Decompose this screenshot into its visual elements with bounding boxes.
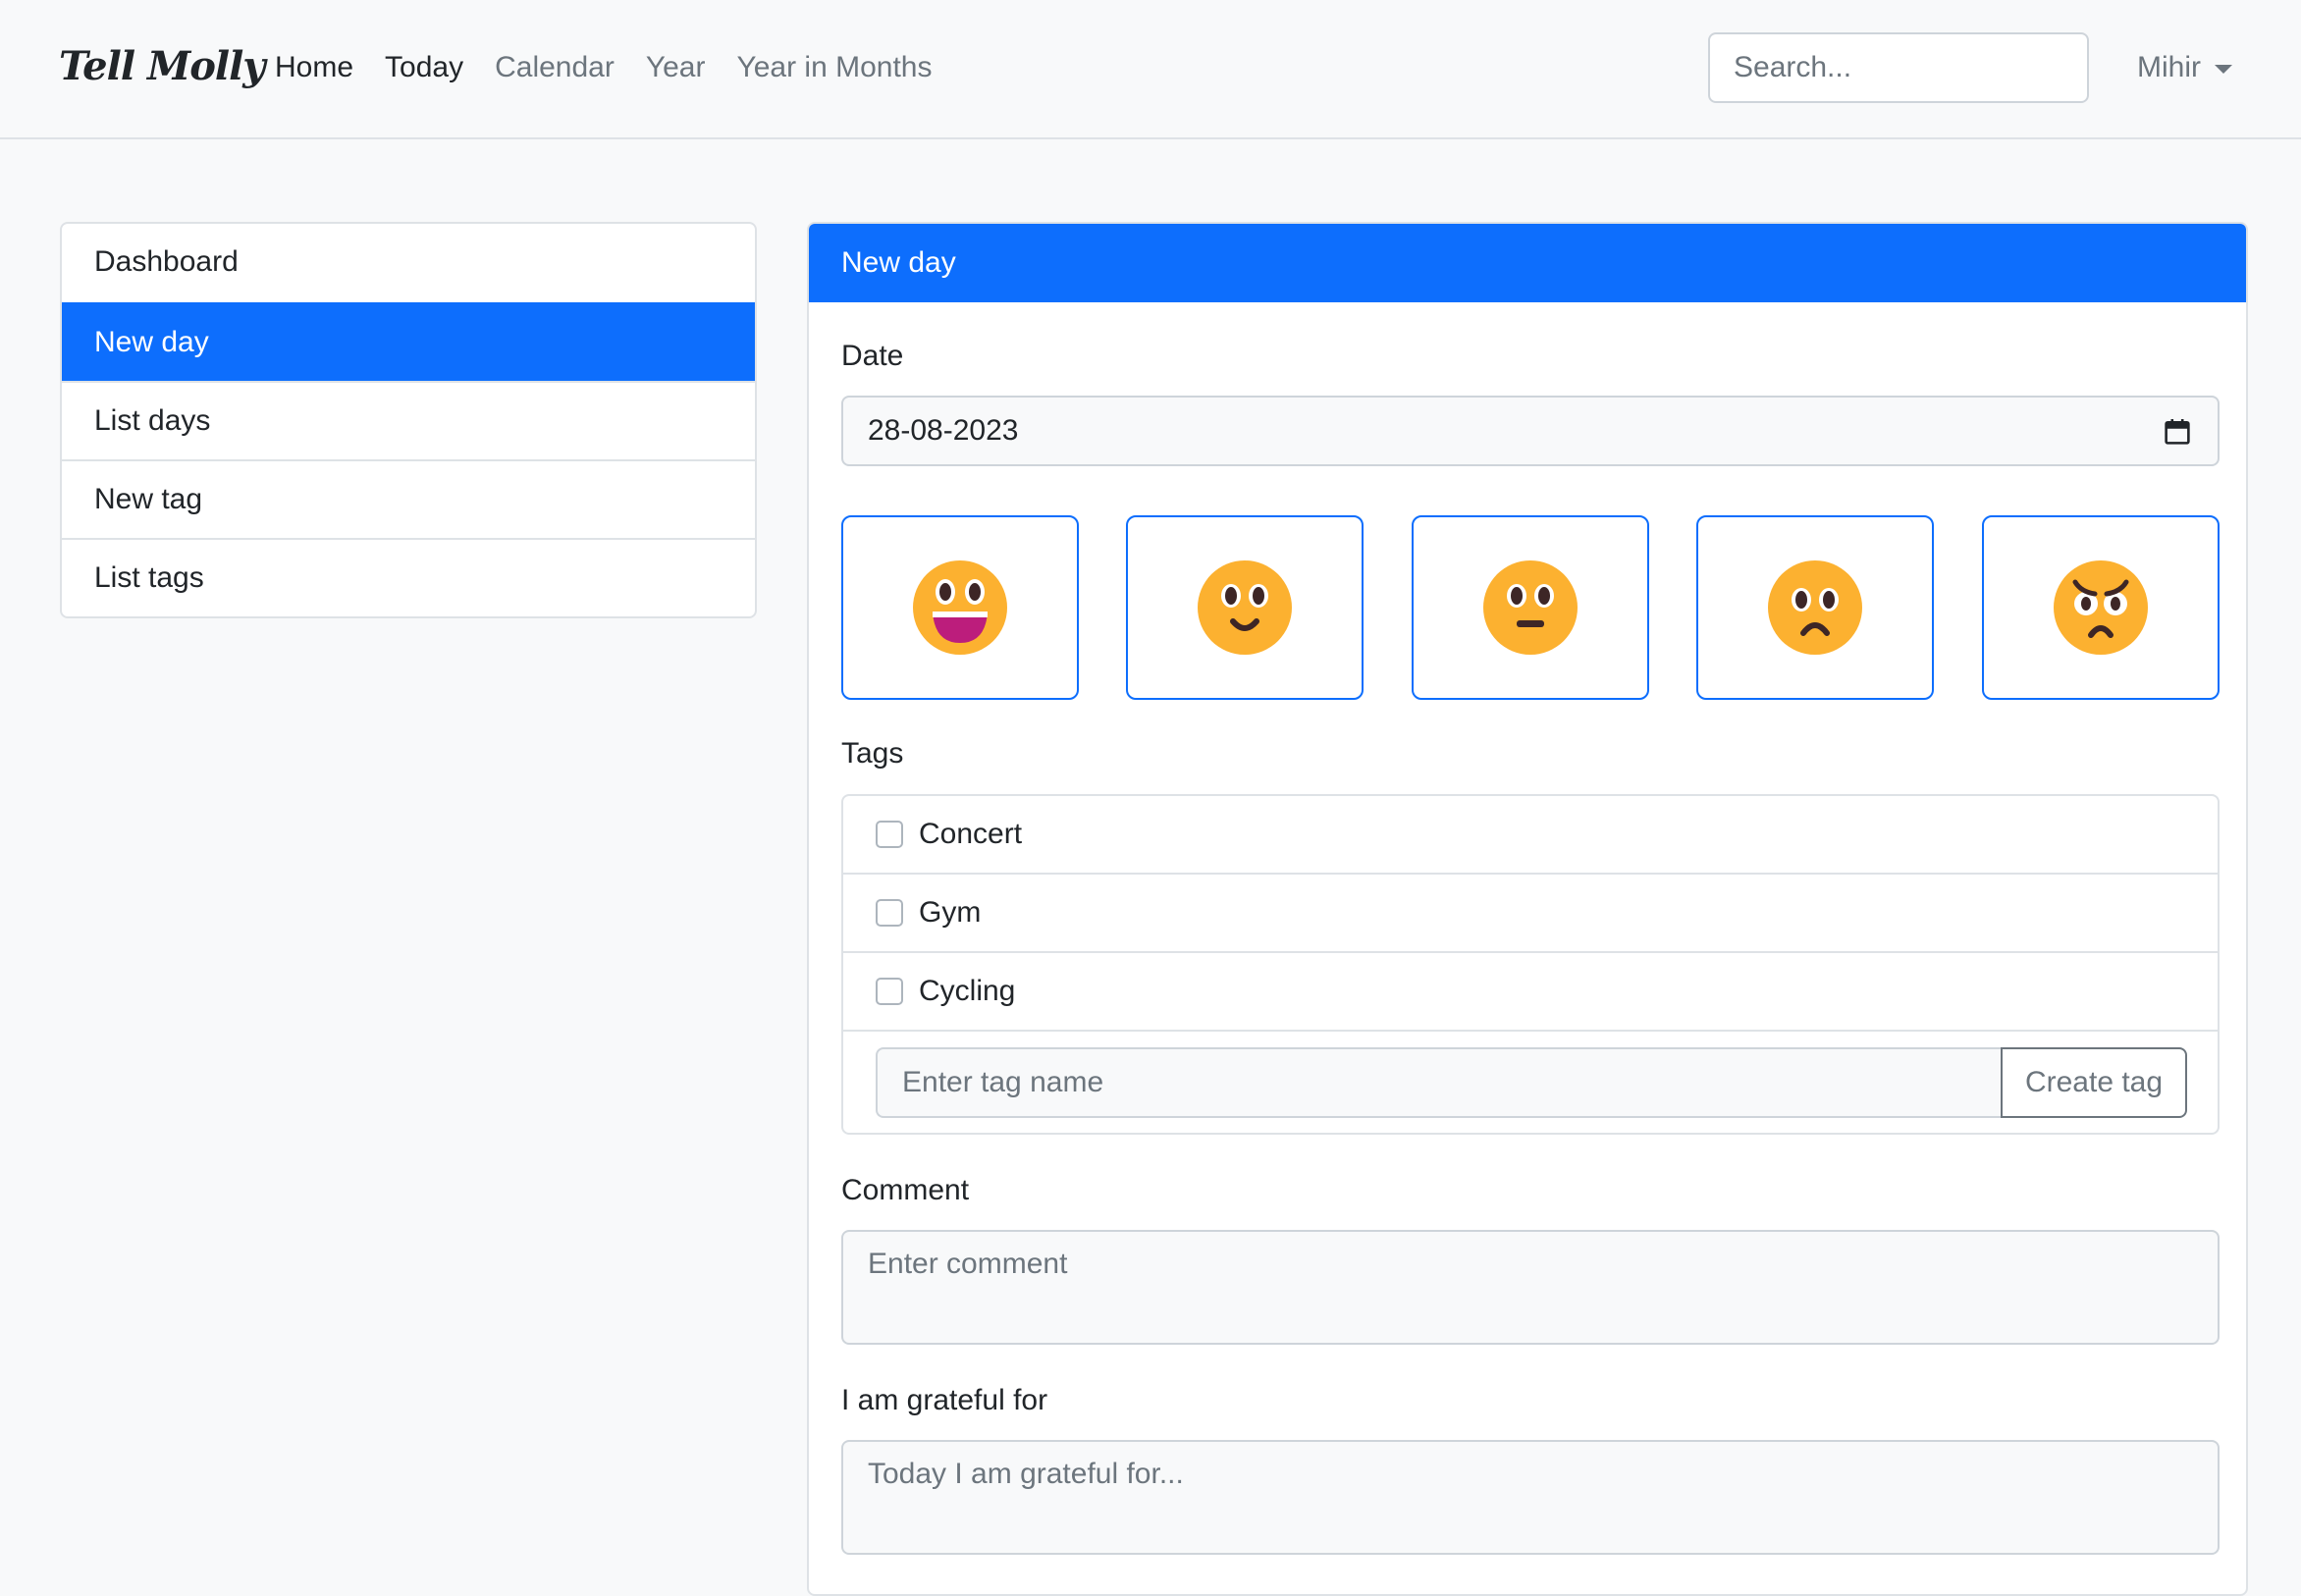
mood-angry-button[interactable] — [1982, 515, 2220, 700]
new-tag-row: Enter tag name Create tag — [876, 1047, 2187, 1118]
card-title: New day — [809, 224, 2246, 302]
tags-list: Concert Gym Cycling Enter tag name Creat… — [841, 794, 2220, 1135]
nav-year-in-months[interactable]: Year in Months — [736, 51, 933, 83]
create-tag-button[interactable]: Create tag — [2001, 1047, 2187, 1118]
sidebar-item-new-day[interactable]: New day — [62, 302, 755, 381]
frowning-face-icon — [1768, 560, 1862, 655]
mood-neutral-button[interactable] — [1412, 515, 1649, 700]
mood-happy-button[interactable] — [1126, 515, 1364, 700]
tag-name-input[interactable]: Enter tag name — [876, 1047, 2001, 1118]
user-name: Mihir — [2137, 51, 2201, 83]
mood-sad-button[interactable] — [1696, 515, 1934, 700]
nav-home[interactable]: Home — [275, 51, 354, 83]
sidebar: Dashboard New day List days New tag List… — [60, 222, 757, 618]
grateful-textarea[interactable]: Today I am grateful for... — [841, 1440, 2220, 1555]
nav-year[interactable]: Year — [645, 51, 706, 83]
date-value: 28-08-2023 — [868, 414, 1019, 447]
sidebar-item-list-tags[interactable]: List tags — [62, 538, 755, 616]
logo[interactable]: Tell Molly — [59, 43, 266, 89]
navbar: Tell Molly Home Today Calendar Year Year… — [0, 0, 2301, 139]
tag-label: Cycling — [919, 975, 1016, 1007]
smiling-face-icon — [1198, 560, 1292, 655]
tags-label: Tags — [841, 737, 904, 770]
neutral-face-icon — [1483, 560, 1578, 655]
nav-today[interactable]: Today — [385, 51, 464, 83]
caret-down-icon — [2215, 64, 2232, 74]
tag-label: Gym — [919, 896, 982, 929]
checkbox[interactable] — [876, 978, 903, 1005]
tag-item-concert[interactable]: Concert — [843, 796, 2218, 875]
checkbox[interactable] — [876, 821, 903, 848]
angry-face-icon — [2054, 560, 2148, 655]
sidebar-item-list-days[interactable]: List days — [62, 381, 755, 459]
tag-item-gym[interactable]: Gym — [843, 875, 2218, 953]
tag-label: Concert — [919, 818, 1023, 850]
calendar-icon[interactable] — [2165, 419, 2190, 445]
tag-item-cycling[interactable]: Cycling — [843, 953, 2218, 1032]
grinning-face-icon — [913, 560, 1007, 655]
new-day-card: New day Date 28-08-2023 Tags Concert Gym… — [807, 222, 2248, 1596]
mood-very-happy-button[interactable] — [841, 515, 1079, 700]
checkbox[interactable] — [876, 899, 903, 927]
comment-textarea[interactable]: Enter comment — [841, 1230, 2220, 1345]
search-input[interactable] — [1708, 32, 2089, 103]
comment-label: Comment — [841, 1174, 970, 1206]
grateful-label: I am grateful for — [841, 1384, 1048, 1416]
sidebar-item-new-tag[interactable]: New tag — [62, 459, 755, 538]
nav-calendar[interactable]: Calendar — [495, 51, 615, 83]
sidebar-item-dashboard[interactable]: Dashboard — [94, 245, 239, 278]
user-menu[interactable]: Mihir — [2137, 51, 2232, 84]
date-input[interactable]: 28-08-2023 — [841, 396, 2220, 466]
date-label: Date — [841, 340, 904, 372]
nav-links: Home Today Calendar Year Year in Months — [275, 51, 932, 84]
